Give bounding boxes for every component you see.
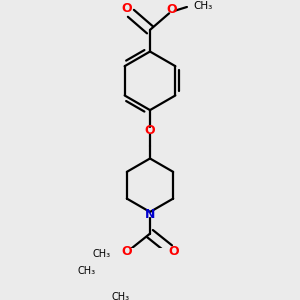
Text: CH₃: CH₃ [193, 1, 212, 11]
Text: O: O [122, 2, 132, 15]
Text: CH₃: CH₃ [93, 250, 111, 260]
Text: O: O [167, 3, 178, 16]
Text: CH₃: CH₃ [78, 266, 96, 275]
Text: O: O [145, 124, 155, 137]
Text: N: N [145, 208, 155, 220]
Text: CH₃: CH₃ [112, 292, 130, 300]
Text: O: O [121, 245, 132, 258]
Text: O: O [168, 245, 179, 258]
